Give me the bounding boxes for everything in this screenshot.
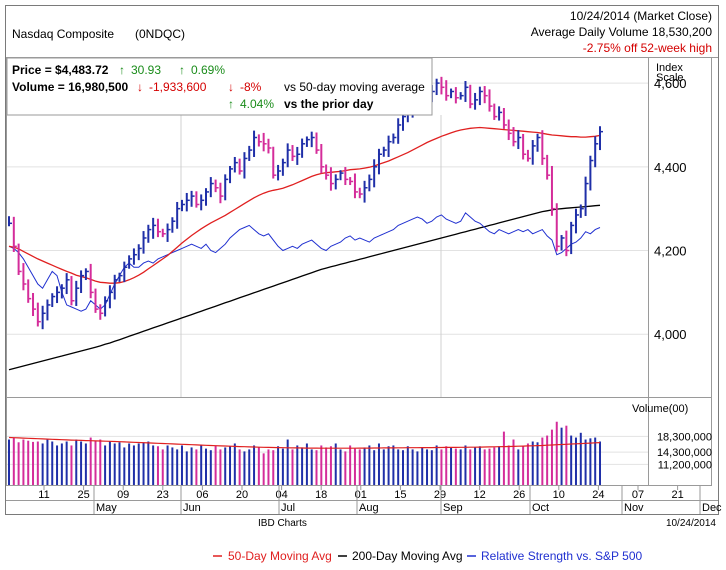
date-tick-label: 15 bbox=[394, 489, 406, 501]
date-tick-label: 09 bbox=[117, 489, 129, 501]
volume-vs-ma-label: vs 50-day moving average bbox=[284, 80, 425, 94]
ma200-line bbox=[8, 204, 601, 371]
date-tick-label: 10 bbox=[553, 489, 565, 501]
volume-vs-ma-pct: -8% bbox=[240, 80, 262, 94]
chart-legend: 50-Day Moving Avg 200-Day Moving Avg Rel… bbox=[213, 549, 643, 563]
index-symbol: (0NDQC) bbox=[135, 27, 185, 41]
month-label: Jul bbox=[281, 502, 295, 514]
index-scale-title-1: Index bbox=[656, 62, 683, 74]
stats-box bbox=[6, 57, 433, 116]
footer-source: IBD Charts bbox=[258, 518, 307, 529]
date-tick-label: 26 bbox=[513, 489, 525, 501]
month-label: Dec bbox=[702, 502, 722, 514]
price-pct-up-arrow: ↑ bbox=[179, 63, 185, 77]
date-tick-label: 24 bbox=[592, 489, 604, 501]
price-label: Price = $4,483.72 bbox=[12, 63, 109, 77]
legend-rs: Relative Strength vs. S&P 500 bbox=[481, 549, 643, 563]
date-tick-label: 21 bbox=[671, 489, 683, 501]
volume-panel bbox=[6, 397, 712, 486]
volume-ma-down-arrow: ↓ bbox=[228, 80, 234, 94]
volume-down-arrow: ↓ bbox=[137, 80, 143, 94]
date-tick-label: 25 bbox=[77, 489, 89, 501]
price-pct: 0.69% bbox=[191, 63, 225, 77]
date-tick-label: 11 bbox=[38, 489, 49, 501]
price-tick-label: 4,000 bbox=[654, 327, 687, 342]
date-tick-label: 18 bbox=[315, 489, 327, 501]
date-tick-label: 29 bbox=[434, 489, 446, 501]
month-label: Jun bbox=[183, 502, 201, 514]
volume-ma-series bbox=[8, 436, 601, 449]
volume-prior-up-arrow: ↑ bbox=[228, 97, 234, 111]
volume-ma-line bbox=[8, 436, 601, 449]
date-tick-label: 01 bbox=[355, 489, 367, 501]
date-tick-label: 06 bbox=[196, 489, 208, 501]
month-label: Sep bbox=[443, 502, 463, 514]
avg-volume-label: Average Daily Volume 18,530,200 bbox=[531, 25, 713, 39]
price-change: 30.93 bbox=[131, 63, 161, 77]
volume-tick-label: 14,300,000 bbox=[657, 447, 712, 459]
ma50-series bbox=[8, 126, 601, 284]
legend-ma200: 200-Day Moving Avg bbox=[352, 549, 463, 563]
volume-bars bbox=[8, 421, 601, 485]
ma200-series bbox=[8, 204, 601, 371]
index-scale-title-2: Scale bbox=[656, 72, 684, 84]
date-axis: 11 25 09 23 06 20 04 18 01 15 29 12 26 10 24 07 21 May Jun… bbox=[6, 486, 722, 514]
volume-tick-label: 18,300,000 bbox=[657, 431, 712, 443]
volume-vs-prior-pct: 4.04% bbox=[240, 97, 274, 111]
date-tick-label: 12 bbox=[473, 489, 485, 501]
volume-axis-title: Volume(00) bbox=[632, 403, 688, 415]
date-tick-label: 20 bbox=[236, 489, 248, 501]
volume-change: -1,933,600 bbox=[149, 80, 207, 94]
index-name: Nasdaq Composite bbox=[12, 27, 114, 41]
relative-strength-series bbox=[8, 212, 601, 312]
price-gridlines bbox=[7, 82, 648, 397]
date-tick-label: 07 bbox=[632, 489, 644, 501]
date-tick-label: 04 bbox=[275, 489, 287, 501]
off-high-label: -2.75% off 52-week high bbox=[583, 41, 712, 55]
date-tick-label: 23 bbox=[157, 489, 169, 501]
month-label: Aug bbox=[359, 502, 379, 514]
month-label: Oct bbox=[532, 502, 549, 514]
month-label: May bbox=[96, 502, 117, 514]
volume-label: Volume = 16,980,500 bbox=[12, 80, 129, 94]
price-tick-label: 4,200 bbox=[654, 244, 687, 259]
legend-ma50: 50-Day Moving Avg bbox=[228, 549, 332, 563]
price-tick-label: 4,400 bbox=[654, 160, 687, 175]
date-label: 10/24/2014 (Market Close) bbox=[570, 9, 712, 23]
month-label: Nov bbox=[624, 502, 644, 514]
price-tick-label: 4,600 bbox=[654, 76, 687, 91]
price-up-arrow: ↑ bbox=[119, 63, 125, 77]
footer-date: 10/24/2014 bbox=[666, 518, 716, 529]
ma50-line bbox=[8, 126, 601, 284]
volume-vs-prior-label: vs the prior day bbox=[284, 97, 374, 111]
volume-tick-label: 11,200,000 bbox=[658, 459, 712, 471]
price-tick-labels: 4,000 4,200 4,400 4,600 bbox=[654, 76, 687, 342]
relative-strength-line bbox=[8, 212, 601, 312]
